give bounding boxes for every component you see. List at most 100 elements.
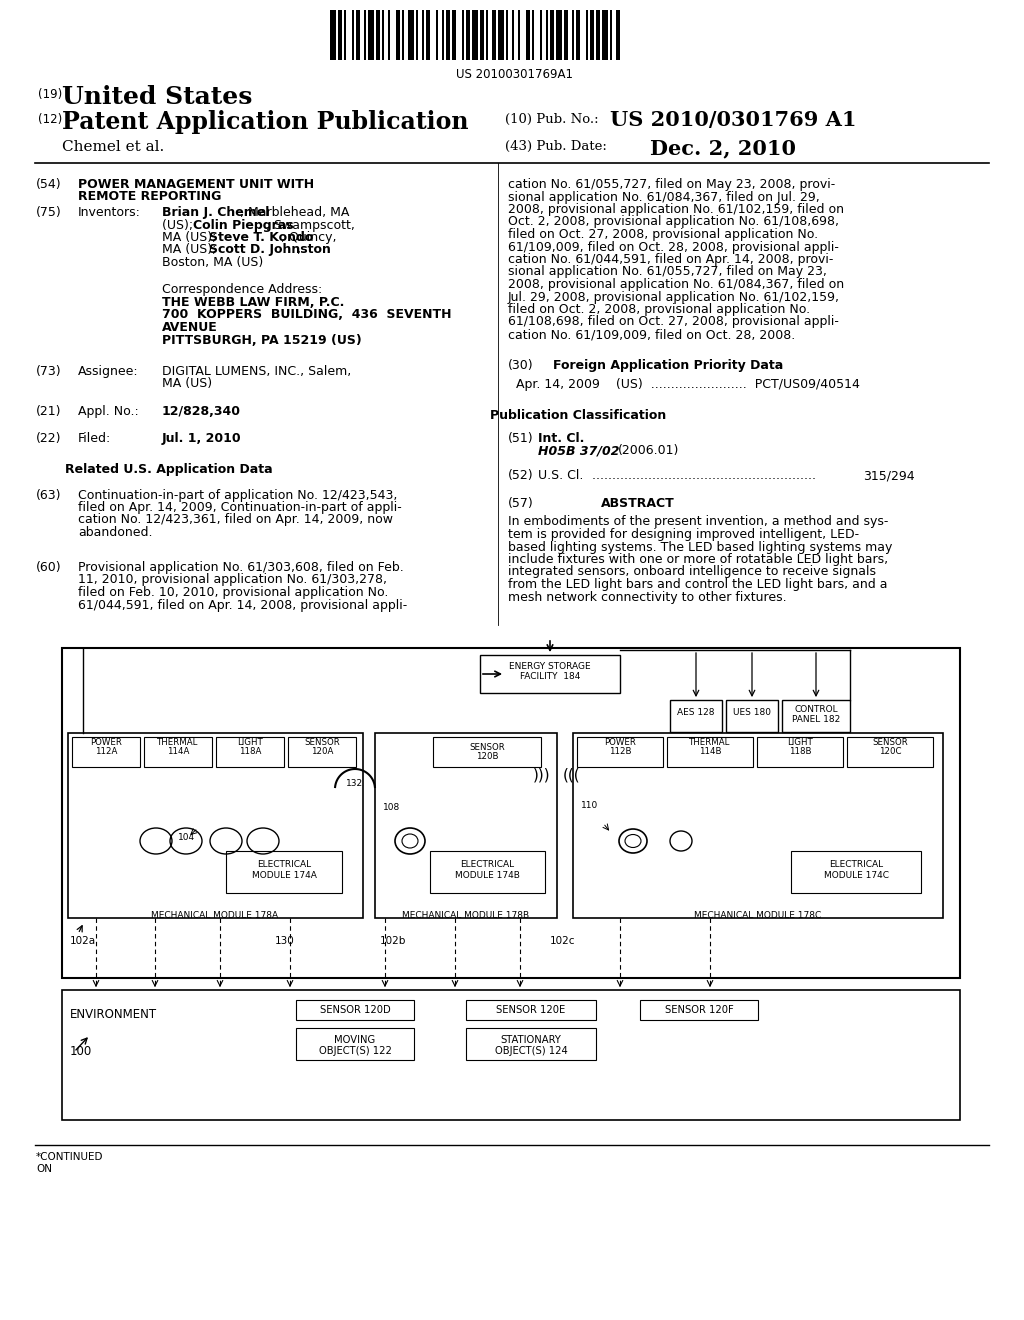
Text: FACILITY  184: FACILITY 184 xyxy=(520,672,581,681)
Text: filed on Oct. 27, 2008, provisional application No.: filed on Oct. 27, 2008, provisional appl… xyxy=(508,228,818,242)
Text: Inventors:: Inventors: xyxy=(78,206,141,219)
Text: Related U.S. Application Data: Related U.S. Application Data xyxy=(66,463,272,477)
Text: , Quincy,: , Quincy, xyxy=(282,231,337,244)
Text: Filed:: Filed: xyxy=(78,432,112,445)
Bar xyxy=(462,11,464,59)
Text: Continuation-in-part of application No. 12/423,543,: Continuation-in-part of application No. … xyxy=(78,488,397,502)
Bar xyxy=(540,11,542,59)
Text: Oct. 2, 2008, provisional application No. 61/108,698,: Oct. 2, 2008, provisional application No… xyxy=(508,215,839,228)
Bar xyxy=(382,11,384,59)
Bar xyxy=(480,11,484,59)
Text: REMOTE REPORTING: REMOTE REPORTING xyxy=(78,190,221,203)
Text: Int. Cl.: Int. Cl. xyxy=(538,432,585,445)
Bar xyxy=(376,11,380,59)
Text: AVENUE: AVENUE xyxy=(162,321,218,334)
Bar xyxy=(550,11,554,59)
Bar xyxy=(480,655,620,693)
Text: (60): (60) xyxy=(36,561,61,574)
Text: Colin Piepgras: Colin Piepgras xyxy=(194,219,294,231)
Text: (63): (63) xyxy=(36,488,61,502)
Bar xyxy=(356,11,360,59)
Text: 12/828,340: 12/828,340 xyxy=(162,405,241,417)
Bar xyxy=(466,1028,596,1060)
Bar xyxy=(416,11,418,59)
Text: ON: ON xyxy=(36,1164,52,1173)
Text: LIGHT: LIGHT xyxy=(238,738,263,747)
Text: filed on Feb. 10, 2010, provisional application No.: filed on Feb. 10, 2010, provisional appl… xyxy=(78,586,388,599)
Bar xyxy=(518,11,520,59)
Bar xyxy=(388,11,390,59)
Text: POWER: POWER xyxy=(90,738,122,747)
Text: 61/109,009, filed on Oct. 28, 2008, provisional appli-: 61/109,009, filed on Oct. 28, 2008, prov… xyxy=(508,240,839,253)
Text: AES 128: AES 128 xyxy=(677,708,715,717)
Text: , Marblehead, MA: , Marblehead, MA xyxy=(240,206,349,219)
Text: 61/108,698, filed on Oct. 27, 2008, provisional appli-: 61/108,698, filed on Oct. 27, 2008, prov… xyxy=(508,315,839,329)
Text: OBJECT(S) 122: OBJECT(S) 122 xyxy=(318,1045,391,1056)
Text: 120B: 120B xyxy=(476,752,499,762)
Text: SENSOR 120E: SENSOR 120E xyxy=(497,1005,565,1015)
Text: Steve T. Kondo: Steve T. Kondo xyxy=(209,231,313,244)
Text: PITTSBURGH, PA 15219 (US): PITTSBURGH, PA 15219 (US) xyxy=(162,334,361,346)
Bar xyxy=(757,737,843,767)
Text: (75): (75) xyxy=(36,206,61,219)
Text: ))): ))) xyxy=(534,768,551,783)
Text: Jul. 1, 2010: Jul. 1, 2010 xyxy=(162,432,242,445)
Bar xyxy=(602,11,608,59)
Bar xyxy=(586,11,588,59)
Text: (43) Pub. Date:: (43) Pub. Date: xyxy=(505,140,607,153)
Text: Patent Application Publication: Patent Application Publication xyxy=(62,110,469,135)
Bar xyxy=(296,1001,414,1020)
Text: SENSOR: SENSOR xyxy=(304,738,340,747)
Text: (22): (22) xyxy=(36,432,61,445)
Text: 102b: 102b xyxy=(380,936,407,946)
Text: abandoned.: abandoned. xyxy=(78,525,153,539)
Bar xyxy=(526,11,530,59)
Text: Publication Classification: Publication Classification xyxy=(489,409,667,422)
Text: MECHANICAL MODULE 178C: MECHANICAL MODULE 178C xyxy=(694,911,821,920)
Text: mesh network connectivity to other fixtures.: mesh network connectivity to other fixtu… xyxy=(508,590,786,603)
Text: Assignee:: Assignee: xyxy=(78,364,138,378)
Text: 104: 104 xyxy=(178,833,196,842)
Text: STATIONARY: STATIONARY xyxy=(501,1035,561,1045)
Text: Apr. 14, 2009    (US)  ........................  PCT/US09/40514: Apr. 14, 2009 (US) .....................… xyxy=(516,378,860,391)
Text: 120A: 120A xyxy=(311,747,333,756)
Bar xyxy=(68,733,362,917)
Text: ELECTRICAL: ELECTRICAL xyxy=(829,861,883,869)
Text: ENERGY STORAGE: ENERGY STORAGE xyxy=(509,663,591,671)
Text: 112A: 112A xyxy=(95,747,117,756)
Bar xyxy=(352,11,354,59)
Bar xyxy=(466,11,470,59)
Text: SENSOR 120D: SENSOR 120D xyxy=(319,1005,390,1015)
Text: from the LED light bars and control the LED light bars, and a: from the LED light bars and control the … xyxy=(508,578,888,591)
Bar xyxy=(492,11,496,59)
Text: THERMAL: THERMAL xyxy=(689,738,731,747)
Bar xyxy=(364,11,366,59)
Text: PANEL 182: PANEL 182 xyxy=(792,715,840,723)
Text: sional application No. 61/084,367, filed on Jul. 29,: sional application No. 61/084,367, filed… xyxy=(508,190,820,203)
Text: H05B 37/02: H05B 37/02 xyxy=(538,445,620,457)
Bar xyxy=(782,700,850,733)
Bar xyxy=(575,11,580,59)
Bar xyxy=(640,1001,758,1020)
Bar xyxy=(330,11,336,59)
Bar xyxy=(670,700,722,733)
Text: 102a: 102a xyxy=(70,936,96,946)
Bar xyxy=(564,11,568,59)
Text: MODULE 174C: MODULE 174C xyxy=(823,871,889,880)
Text: 112B: 112B xyxy=(608,747,631,756)
Text: Brian J. Chemel: Brian J. Chemel xyxy=(162,206,269,219)
Bar xyxy=(396,11,400,59)
Text: 102c: 102c xyxy=(550,936,575,946)
Text: Chemel et al.: Chemel et al. xyxy=(62,140,164,154)
Text: United States: United States xyxy=(62,84,252,110)
Text: Foreign Application Priority Data: Foreign Application Priority Data xyxy=(553,359,783,372)
Text: cation No. 61/044,591, filed on Apr. 14, 2008, provi-: cation No. 61/044,591, filed on Apr. 14,… xyxy=(508,253,834,267)
Bar xyxy=(472,11,478,59)
Text: MA (US): MA (US) xyxy=(162,378,212,391)
Bar xyxy=(216,737,284,767)
Bar xyxy=(610,11,612,59)
Text: (21): (21) xyxy=(36,405,61,417)
Bar xyxy=(556,11,562,59)
Text: US 20100301769A1: US 20100301769A1 xyxy=(457,69,573,81)
Bar xyxy=(667,737,753,767)
